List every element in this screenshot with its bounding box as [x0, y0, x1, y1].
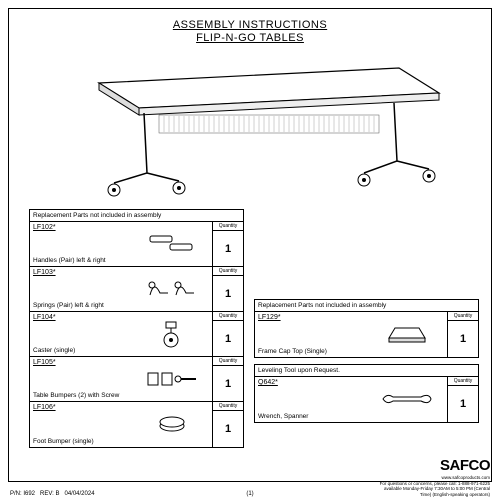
- qty-value: 1: [448, 321, 478, 357]
- qty-value: 1: [213, 276, 243, 311]
- page-border: ASSEMBLY INSTRUCTIONS FLIP-N-GO TABLES: [8, 8, 492, 482]
- title-line1: ASSEMBLY INSTRUCTIONS: [9, 19, 491, 31]
- foot-bumper-icon: [142, 410, 202, 438]
- part-name: Foot Bumper (single): [33, 438, 94, 445]
- part-code: LF103*: [33, 269, 56, 276]
- part-row: LF105* Table Bumpers (2) with Screw Quanti…: [30, 357, 243, 402]
- qty-value: 1: [448, 386, 478, 422]
- qty-label: Quantity: [213, 222, 243, 231]
- part-code: LF129*: [258, 314, 281, 321]
- parts-left-header: Replacement Parts not included in assemb…: [30, 210, 243, 222]
- bumpers-icon: [142, 365, 202, 393]
- springs-icon: [142, 275, 202, 303]
- qty-value: 1: [213, 321, 243, 356]
- part-code: Q642*: [258, 379, 278, 386]
- part-name: Handles (Pair) left & right: [33, 257, 106, 264]
- footer-info: www.safcoproducts.com For questions or c…: [380, 475, 490, 497]
- parts-table-right1: Replacement Parts not included in assemb…: [254, 299, 479, 358]
- part-row: LF129* Frame Cap Top (Single) Quantity1: [255, 312, 478, 357]
- qty-label: Quantity: [213, 402, 243, 411]
- parts-right1-header: Replacement Parts not included in assemb…: [255, 300, 478, 312]
- footer-info3: Time) (English-speaking operators): [380, 492, 490, 497]
- footer-rev: REV: B: [40, 491, 59, 497]
- qty-label: Quantity: [448, 377, 478, 386]
- footer-date: 04/04/2024: [65, 491, 95, 497]
- part-row: Q642* Wrench, Spanner Quantity1: [255, 377, 478, 422]
- part-code: LF105*: [33, 359, 56, 366]
- part-name: Springs (Pair) left & right: [33, 302, 104, 309]
- part-name: Frame Cap Top (Single): [258, 348, 327, 355]
- table-illustration: [59, 53, 459, 203]
- part-code: LF102*: [33, 224, 56, 231]
- part-row: LF102* Handles (Pair) left & right Quantit…: [30, 222, 243, 267]
- parts-right2-header: Leveling Tool upon Request.: [255, 365, 478, 377]
- qty-value: 1: [213, 366, 243, 401]
- part-code: LF106*: [33, 404, 56, 411]
- qty-label: Quantity: [448, 312, 478, 321]
- part-row: LF104* Caster (single) Quantity1: [30, 312, 243, 357]
- footer-info2: available Monday-Friday 7:30AM to 5:00 P…: [380, 486, 490, 491]
- title-block: ASSEMBLY INSTRUCTIONS FLIP-N-GO TABLES: [9, 9, 491, 44]
- part-name: Table Bumpers (2) with Screw: [33, 392, 119, 399]
- qty-value: 1: [213, 411, 243, 447]
- caster-icon: [142, 320, 202, 348]
- frame-cap-icon: [377, 320, 437, 348]
- qty-value: 1: [213, 231, 243, 266]
- qty-label: Quantity: [213, 267, 243, 276]
- part-row: LF106* Foot Bumper (single) Quantity1: [30, 402, 243, 447]
- handles-icon: [142, 230, 202, 258]
- safco-logo: SAFCO: [380, 457, 490, 474]
- qty-label: Quantity: [213, 312, 243, 321]
- parts-table-right2: Leveling Tool upon Request. Q642* Wrench,…: [254, 364, 479, 423]
- title-line2: FLIP-N-GO TABLES: [9, 32, 491, 44]
- qty-label: Quantity: [213, 357, 243, 366]
- part-row: LF103* Springs (Pair) left & right Quantit…: [30, 267, 243, 312]
- part-name: Wrench, Spanner: [258, 413, 308, 420]
- parts-table-left: Replacement Parts not included in assemb…: [29, 209, 244, 448]
- part-code: LF104*: [33, 314, 56, 321]
- footer-page: (1): [246, 491, 253, 497]
- part-name: Caster (single): [33, 347, 75, 354]
- footer-pn: P/N: I692: [10, 491, 35, 497]
- footer-right: SAFCO www.safcoproducts.com For question…: [380, 457, 490, 497]
- footer-left: P/N: I692 REV: B 04/04/2024: [10, 491, 95, 497]
- wrench-icon: [377, 385, 437, 413]
